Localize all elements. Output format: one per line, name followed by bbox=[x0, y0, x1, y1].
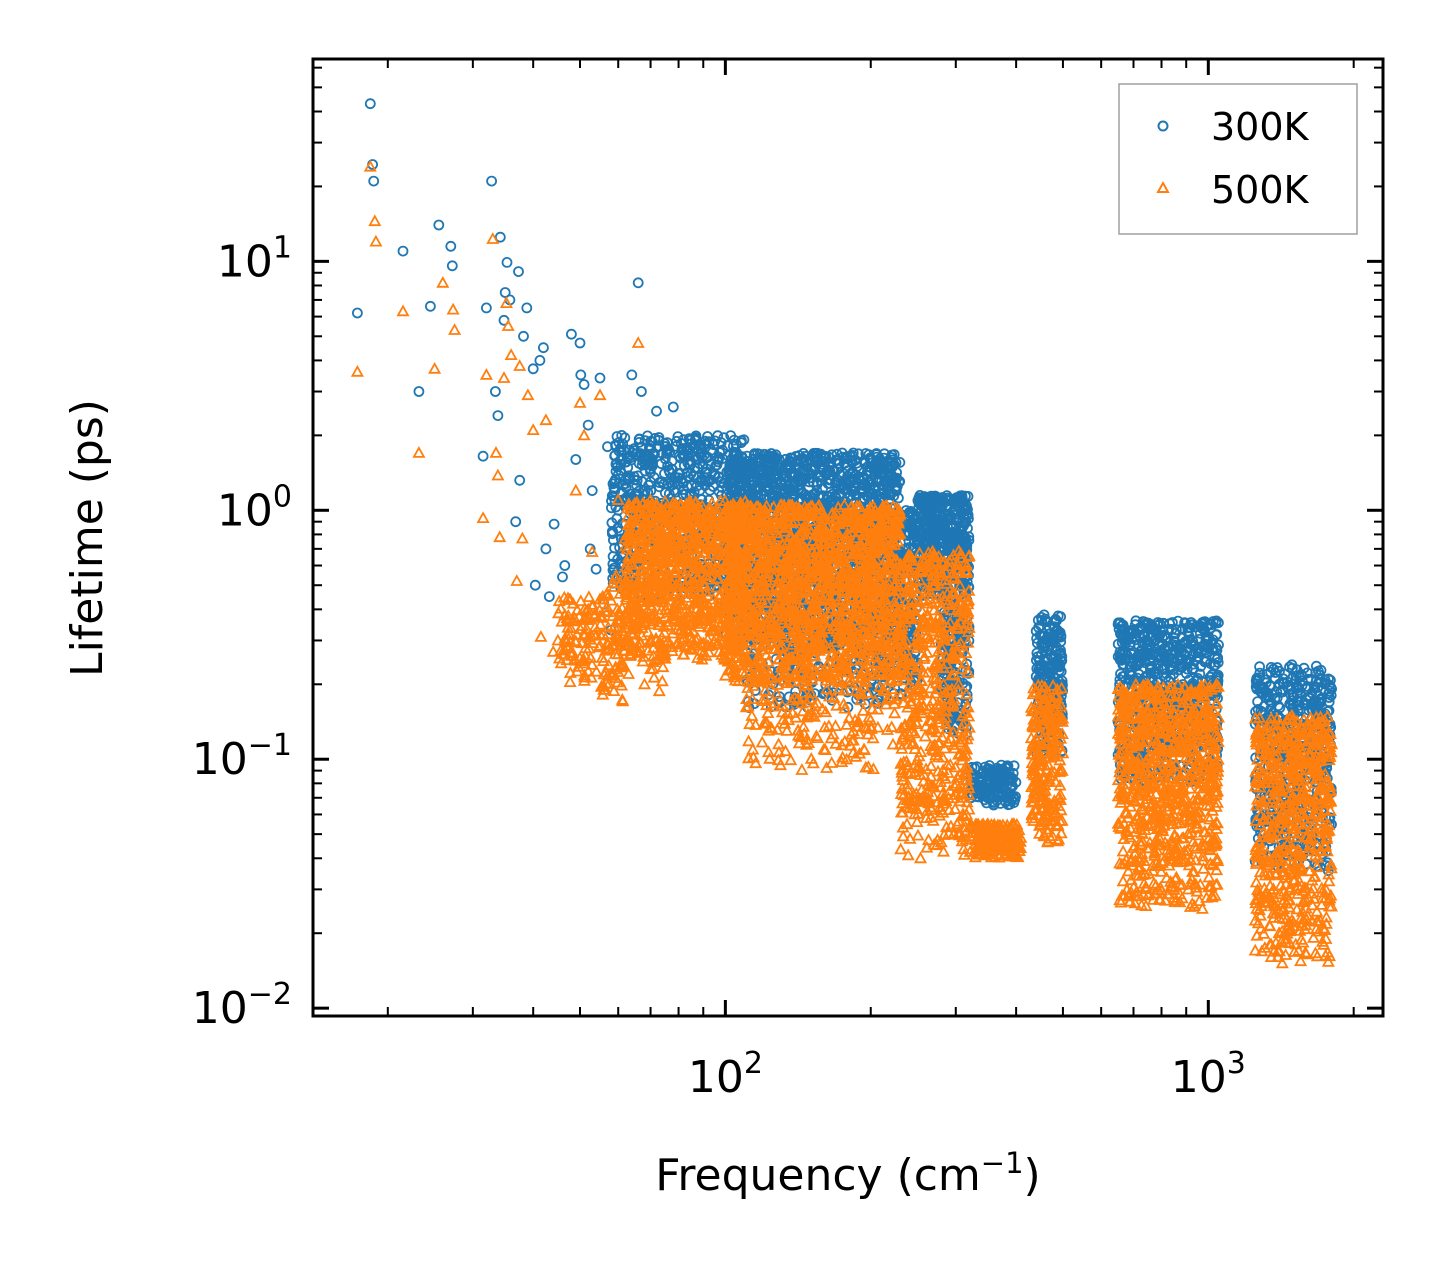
point-300K bbox=[534, 354, 546, 366]
point-300K bbox=[413, 386, 425, 397]
point-300K bbox=[368, 175, 380, 187]
point-300K bbox=[725, 430, 737, 442]
point-300K bbox=[662, 460, 673, 472]
point-300K bbox=[701, 437, 712, 449]
point-300K bbox=[639, 485, 651, 497]
point-300K bbox=[670, 486, 682, 498]
point-300K bbox=[548, 518, 560, 530]
point-300K bbox=[620, 482, 632, 493]
point-300K bbox=[557, 571, 568, 583]
point-300K bbox=[717, 444, 728, 456]
point-300K bbox=[538, 342, 549, 354]
point-300K bbox=[638, 452, 650, 464]
point-300K bbox=[489, 386, 501, 397]
point-300K bbox=[710, 579, 722, 591]
point-300K bbox=[689, 462, 701, 474]
point-300K bbox=[651, 441, 663, 453]
point-300K bbox=[499, 287, 511, 298]
point-300K bbox=[735, 437, 747, 449]
point-300K bbox=[685, 434, 696, 446]
point-300K bbox=[626, 369, 638, 381]
point-300K bbox=[609, 495, 621, 506]
point-300K bbox=[707, 481, 719, 492]
point-300K bbox=[446, 260, 458, 272]
point-300K bbox=[494, 231, 506, 243]
point-300K bbox=[433, 219, 445, 231]
point-300K bbox=[486, 175, 498, 187]
point-300K bbox=[477, 450, 489, 462]
point-300K bbox=[521, 302, 533, 314]
point-300K bbox=[696, 474, 708, 486]
point-300K bbox=[618, 479, 629, 491]
point-300K bbox=[559, 560, 571, 571]
point-300K bbox=[445, 240, 457, 252]
point-300K bbox=[611, 457, 623, 469]
point-300K bbox=[667, 401, 679, 413]
point-300K bbox=[480, 302, 492, 314]
point-300K bbox=[631, 480, 643, 491]
point-300K bbox=[689, 434, 701, 446]
point-300K bbox=[646, 460, 658, 472]
point-300K bbox=[574, 337, 586, 349]
point-300K bbox=[578, 379, 590, 390]
point-300K bbox=[713, 471, 724, 483]
point-300K bbox=[678, 443, 690, 455]
point-300K bbox=[543, 591, 555, 602]
point-300K bbox=[665, 476, 677, 488]
point-300K bbox=[584, 543, 596, 555]
point-300K bbox=[518, 330, 529, 342]
point-300K bbox=[397, 245, 409, 257]
point-300K bbox=[566, 328, 577, 340]
point-300K bbox=[633, 436, 645, 448]
point-300K bbox=[701, 463, 712, 475]
point-300K bbox=[608, 482, 620, 494]
point-300K bbox=[594, 372, 606, 384]
point-300K bbox=[527, 363, 539, 375]
point-300K bbox=[710, 460, 721, 472]
point-300K bbox=[529, 579, 541, 591]
point-300K bbox=[651, 405, 662, 417]
point-300K bbox=[540, 543, 552, 555]
point-300K bbox=[718, 432, 730, 444]
point-300K bbox=[510, 516, 522, 528]
point-300K bbox=[586, 485, 598, 497]
point-300K bbox=[645, 459, 657, 471]
point-300K bbox=[570, 454, 582, 465]
point-300K bbox=[424, 300, 436, 312]
point-300K bbox=[610, 501, 622, 513]
point-300K bbox=[672, 431, 684, 443]
point-300K bbox=[708, 439, 720, 451]
point-300K bbox=[632, 277, 644, 289]
point-300K bbox=[501, 256, 513, 268]
point-300K bbox=[513, 266, 524, 278]
point-300K bbox=[492, 410, 504, 422]
point-300K bbox=[654, 481, 665, 493]
point-300K bbox=[364, 98, 376, 110]
point-300K bbox=[621, 451, 633, 463]
point-300K bbox=[714, 447, 726, 459]
point-300K bbox=[645, 466, 656, 478]
point-300K bbox=[582, 419, 594, 431]
point-300K bbox=[678, 448, 690, 460]
point-300K bbox=[351, 307, 363, 319]
point-300K bbox=[636, 386, 647, 397]
point-300K bbox=[674, 468, 686, 480]
point-300K bbox=[623, 470, 635, 482]
point-300K bbox=[514, 474, 526, 486]
point-300K bbox=[575, 369, 587, 381]
point-300K bbox=[590, 563, 602, 575]
point-300K bbox=[613, 437, 625, 448]
point-300K bbox=[673, 450, 685, 462]
